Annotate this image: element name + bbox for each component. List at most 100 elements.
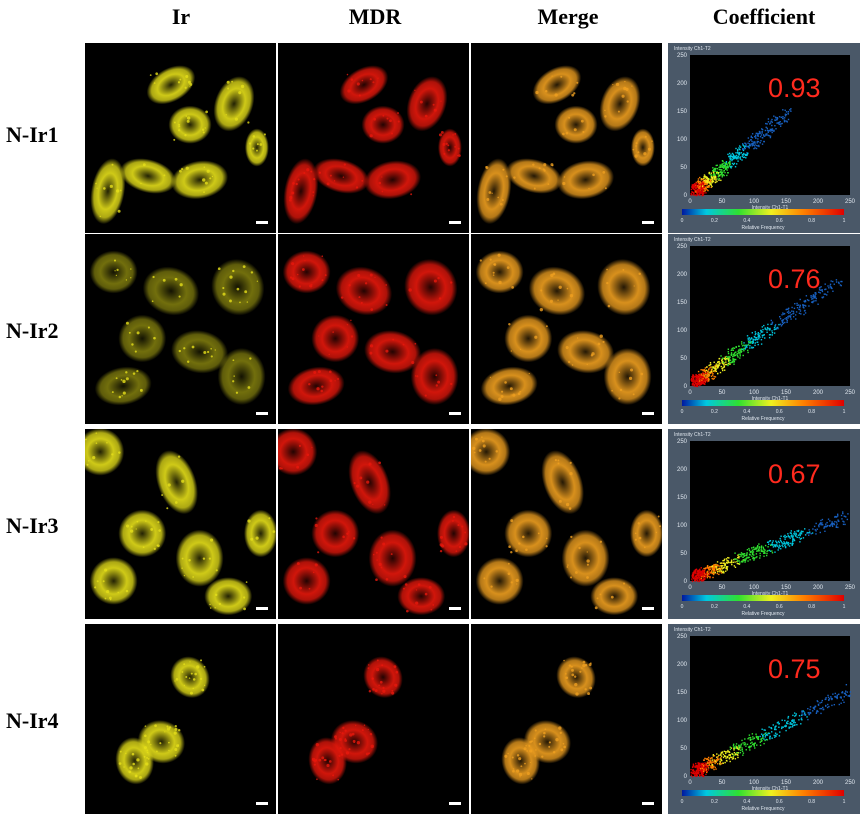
colorbar-tick-label: 1 <box>843 799 846 805</box>
stained-cell <box>278 429 318 476</box>
stained-cell <box>361 105 405 144</box>
cell-image <box>278 429 469 616</box>
scale-bar <box>449 221 461 224</box>
y-tick-label: 0 <box>684 193 688 199</box>
column-header-ir: Ir <box>171 4 191 29</box>
stained-cell <box>155 450 198 515</box>
x-axis-title: Intensity Ch1-T1 <box>752 396 789 402</box>
y-tick-label: 100 <box>677 137 688 143</box>
colocalization-plot-n-ir2: 0 50 100 150 200 250 0 50 100 150 200 250 Intensity … <box>668 234 860 424</box>
micrograph-ir-n-ir2 <box>85 234 276 424</box>
y-tick-label: 150 <box>677 300 688 306</box>
stained-cell <box>282 250 331 294</box>
stained-cell <box>283 158 319 225</box>
stained-cell <box>311 314 360 363</box>
x-tick-label: 50 <box>719 585 726 591</box>
stained-cell <box>506 158 563 194</box>
stained-cell <box>311 509 360 558</box>
stained-cell <box>590 577 639 616</box>
colorbar-tick-label: 0 <box>681 218 684 224</box>
colorbar-tick-label: 1 <box>843 604 846 610</box>
y-axis-title: Intensity Ch1-T2 <box>674 627 711 633</box>
y-tick-label: 0 <box>684 384 688 390</box>
column-header-mdr: MDR <box>348 4 402 29</box>
colorbar-tick-label: 0.2 <box>711 604 718 610</box>
scatter-area <box>690 246 850 386</box>
stained-cell <box>597 258 651 316</box>
stained-cell <box>476 158 512 225</box>
stained-cell <box>287 366 345 406</box>
stained-cell <box>599 76 641 132</box>
x-axis-title: Intensity Ch1-T1 <box>752 591 789 597</box>
colorbar-label: Relative Frequency <box>741 225 785 231</box>
colorbar <box>682 790 844 796</box>
colorbar-tick-label: 0.4 <box>743 799 750 805</box>
stained-cell <box>244 128 269 167</box>
stained-cell <box>168 105 212 144</box>
stained-cell <box>532 65 582 105</box>
stained-cell <box>410 348 459 405</box>
x-tick-label: 250 <box>845 199 856 205</box>
stained-cell <box>557 330 615 374</box>
row-label-n-ir1: N-Ir1 <box>6 122 59 147</box>
colorbar-tick-label: 0.6 <box>776 218 783 224</box>
colorbar-tick-label: 0.2 <box>711 218 718 224</box>
stained-cell <box>364 330 422 374</box>
stained-cell <box>504 509 553 558</box>
stained-cell <box>475 557 524 605</box>
cell-image <box>501 656 596 785</box>
scale-bar <box>642 607 654 610</box>
colorbar-tick-label: 0.6 <box>776 409 783 415</box>
pearson-coefficient: 0.76 <box>768 264 821 294</box>
stained-cell <box>171 160 229 200</box>
x-tick-label: 250 <box>845 390 856 396</box>
cell-image <box>282 250 459 406</box>
scale-bar <box>256 412 268 415</box>
row-label-n-ir3: N-Ir3 <box>6 513 59 538</box>
colocalization-plot-n-ir1: 0 50 100 150 200 250 0 50 100 150 200 250 Intensity … <box>668 43 860 233</box>
colocalization-plot-n-ir3: 0 50 100 150 200 250 0 50 100 150 200 250 Intensity … <box>668 429 860 619</box>
y-tick-label: 200 <box>677 467 688 473</box>
x-tick-label: 0 <box>688 585 692 591</box>
x-tick-label: 100 <box>749 199 760 205</box>
colorbar-tick-label: 0.4 <box>743 218 750 224</box>
stained-cell <box>89 250 138 294</box>
row-label-n-ir2: N-Ir2 <box>6 318 59 343</box>
x-tick-label: 150 <box>781 780 792 786</box>
colorbar-tick-label: 0.8 <box>808 799 815 805</box>
x-tick-label: 100 <box>749 390 760 396</box>
stained-cell <box>437 509 469 558</box>
y-tick-label: 250 <box>677 53 688 59</box>
stained-cell <box>528 266 586 316</box>
cell-image <box>471 429 662 616</box>
y-tick-label: 250 <box>677 244 688 250</box>
colocalization-plot-n-ir4: 0 50 100 150 200 250 0 50 100 150 200 250 Intensity … <box>668 624 860 814</box>
stained-cell <box>561 529 610 587</box>
colorbar <box>682 400 844 406</box>
x-axis-title: Intensity Ch1-T1 <box>752 786 789 792</box>
colorbar-tick-label: 0.6 <box>776 799 783 805</box>
colorbar <box>682 209 844 215</box>
micrograph-ir-n-ir3 <box>85 429 276 619</box>
colorbar-tick-label: 0.4 <box>743 409 750 415</box>
stained-cell <box>118 314 167 363</box>
x-tick-label: 50 <box>719 780 726 786</box>
micrograph-merge-n-ir3 <box>471 429 662 619</box>
row-label-n-ir4: N-Ir4 <box>6 708 59 733</box>
cell-image <box>115 656 210 785</box>
cell-image <box>89 250 266 406</box>
stained-cell <box>335 266 393 316</box>
y-tick-label: 250 <box>677 634 688 640</box>
stained-cell <box>603 348 652 405</box>
stained-cell <box>282 557 331 605</box>
stained-cell <box>244 509 276 558</box>
x-tick-label: 150 <box>781 585 792 591</box>
y-axis-title: Intensity Ch1-T2 <box>674 237 711 243</box>
stained-cell <box>437 128 462 167</box>
scale-bar <box>449 607 461 610</box>
stained-cell <box>471 429 511 476</box>
scale-bar <box>642 412 654 415</box>
scale-bar <box>449 802 461 805</box>
stained-cell <box>118 509 167 558</box>
y-tick-label: 0 <box>684 774 688 780</box>
